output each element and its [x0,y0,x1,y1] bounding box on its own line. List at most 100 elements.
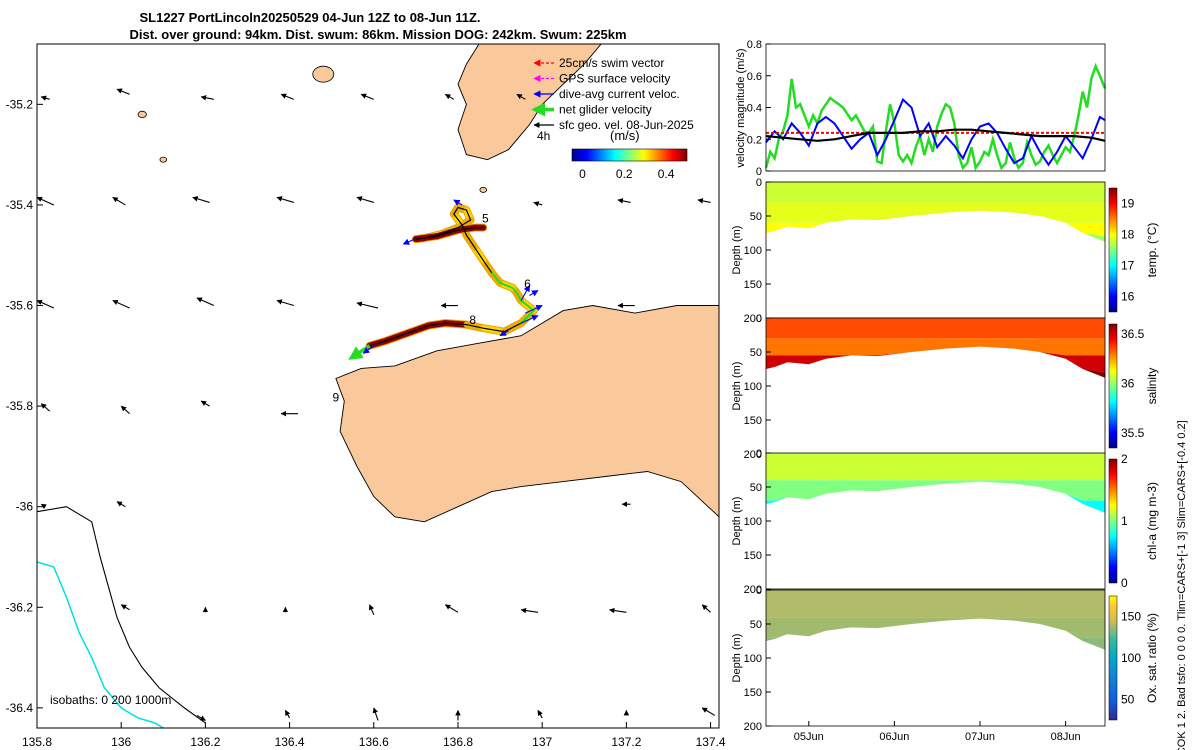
dac-arrow [453,199,463,206]
geo-velocity-arrow [40,403,50,412]
geo-velocity-arrow [37,196,55,206]
small-island [479,186,488,193]
section-layer [766,318,1105,339]
island-landmass [335,305,719,523]
section-y-tick-label: 0 [756,313,762,325]
map-y-tick-label: -35.6 [6,299,34,313]
geo-velocity-arrow [608,607,627,614]
velocity-y-tick-label: 0.8 [747,39,762,51]
section-y-tick-label: 150 [744,279,762,291]
salinity-section: 0 50 100 150 200 Depth (m) 35.5 36 36.5 salinity [731,313,1159,461]
velocity-y-tick-label: 0.6 [747,71,762,83]
geo-velocity-arrow [200,95,214,101]
section-colorbar [1108,187,1118,313]
geo-velocity-arrow [116,501,126,508]
geo-velocity-arrow [284,709,291,719]
dive-average-current-arrows [362,199,543,354]
section-ylabel: Depth (m) [731,226,743,275]
geo-velocity-arrow [280,93,295,100]
section-colorbar-tick: 36 [1121,377,1135,391]
small-island [159,156,168,163]
dac-arrow [529,289,539,297]
speed-colorbar [571,148,688,162]
section-ylabel: Depth (m) [731,497,743,546]
geo-velocity-arrow [196,297,215,307]
net-glider-velocity-arrow [348,344,371,360]
velocity-line [765,128,1106,142]
section-colorbar-label: temp. (°C) [1145,223,1159,278]
geo-velocity-arrow [520,607,539,614]
section-colorbar-tick: 35.5 [1121,426,1145,440]
map-x-tick-label: 136.4 [275,735,305,749]
map-x-tick-label: 137.4 [696,735,726,749]
geo-velocity-arrow [200,400,210,407]
day-label: 5 [482,212,489,226]
map-y-tick-label: -35.4 [6,198,34,212]
temperature-section: 0 50 100 150 200 Depth (m) 16 17 18 19 temp. (°C) [731,177,1159,325]
geo-velocity-arrow [533,201,543,207]
map-x-tick-label: 136.2 [190,735,220,749]
geo-velocity-arrow [444,93,455,100]
section-y-tick-label: 150 [744,550,762,562]
legend-label: GPS surface velocity [559,72,670,86]
velocity-y-tick-label: 0.2 [747,134,762,146]
section-y-tick-label: 200 [744,313,762,325]
map-y-tick-label: -36 [16,500,34,514]
section-colorbar-tick: 1 [1121,514,1128,528]
dac-arrow [402,238,417,245]
map-y-tick-label: -35.2 [6,97,34,111]
geo-velocity-arrow [356,301,379,309]
section-layer [766,182,1105,203]
section-y-tick-label: 100 [744,653,762,665]
dac-arrow [520,284,531,301]
section-y-tick-label: 0 [756,585,762,597]
geostrophic-velocity-arrows [37,88,716,721]
map-x-tick-label: 136 [111,735,131,749]
day-label: 8 [469,313,476,327]
colorbar-label: (m/s) [610,128,640,143]
colorbar-tick-label: 0.2 [616,167,633,181]
geo-velocity-arrow [40,503,47,510]
geo-velocity-arrow [701,707,716,716]
section-colorbar-tick: 100 [1121,651,1141,665]
dac-arrow [499,329,509,337]
section-y-tick-label: 200 [744,449,762,461]
section-y-tick-label: 100 [744,245,762,257]
geo-velocity-arrow [617,198,631,204]
geo-velocity-arrow [360,93,374,100]
isobaths-label: isobaths: 0 200 1000m [50,693,171,707]
section-layer [766,453,1105,481]
geo-velocity-arrow [368,604,375,616]
map-x-tick-label: 135.8 [22,735,52,749]
section-colorbar-tick: 0 [1121,576,1128,590]
track-centerline [369,206,535,347]
section-colorbar-tick: 18 [1121,228,1135,242]
geo-velocity-arrow [116,88,130,95]
section-y-tick-label: 0 [756,448,762,460]
map-y-tick-label: -36.2 [6,600,34,614]
map-x-axis: 135.8 136 136.2 136.4 136.6 136.8 137 137.2 137.… [22,722,726,749]
section-colorbar-tick: 36.5 [1121,327,1145,341]
section-y-tick-label: 200 [744,584,762,596]
section-y-tick-label: 100 [744,516,762,528]
geo-velocity-arrow [40,95,50,101]
section-x-tick-label: 08Jun [1051,731,1081,743]
section-x-tick-label: 05Jun [794,731,824,743]
dac-arrow [525,304,543,314]
geo-velocity-arrow [516,93,526,100]
section-ylabel: Depth (m) [731,634,743,683]
isobath-200m [37,506,206,724]
map-x-tick-label: 137 [532,735,552,749]
section-y-tick-label: 150 [744,415,762,427]
section-colorbar-tick: 16 [1121,290,1135,304]
map-x-tick-label: 137.2 [611,735,641,749]
geo-velocity-arrow [112,299,130,309]
small-island [137,110,147,119]
dac-arrow [362,345,375,354]
velocity-series [764,62,1107,171]
section-y-tick-label: 50 [750,211,762,223]
velocity-ylabel: velocity magnitude (m/s) [735,48,747,167]
velocity-line [765,97,1106,167]
